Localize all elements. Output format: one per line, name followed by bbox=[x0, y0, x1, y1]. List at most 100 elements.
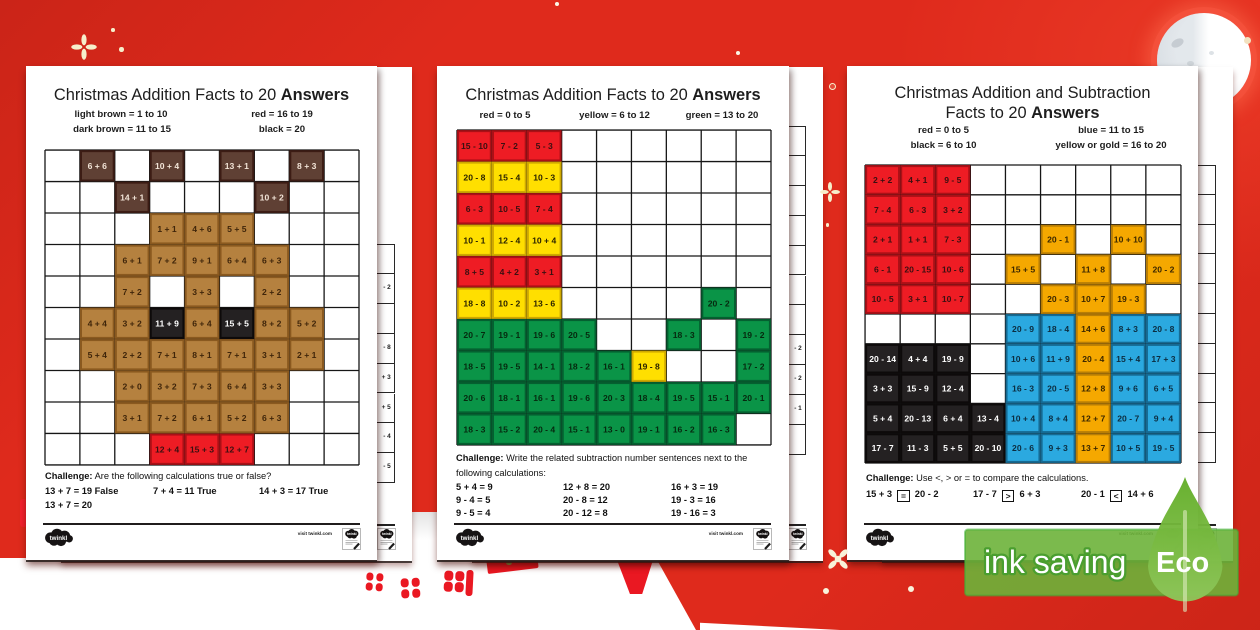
svg-text:6 + 4: 6 + 4 bbox=[227, 382, 247, 392]
svg-text:7 + 2: 7 + 2 bbox=[123, 287, 143, 297]
svg-text:9 + 3: 9 + 3 bbox=[1048, 443, 1068, 453]
svg-text:20 - 4: 20 - 4 bbox=[533, 424, 555, 434]
svg-text:16 - 3: 16 - 3 bbox=[707, 424, 729, 434]
svg-text:20 - 7: 20 - 7 bbox=[463, 330, 485, 340]
svg-text:14 - 1: 14 - 1 bbox=[533, 361, 555, 371]
svg-text:9 + 1: 9 + 1 bbox=[193, 256, 213, 266]
svg-text:15 - 2: 15 - 2 bbox=[498, 424, 520, 434]
svg-text:Eco: Eco bbox=[1156, 547, 1209, 579]
svg-text:12 + 7: 12 + 7 bbox=[225, 445, 249, 455]
svg-text:5 + 5: 5 + 5 bbox=[227, 224, 247, 234]
svg-text:15 + 5: 15 + 5 bbox=[225, 319, 249, 329]
svg-text:18 - 4: 18 - 4 bbox=[637, 393, 659, 403]
svg-text:6 + 6: 6 + 6 bbox=[88, 161, 108, 171]
svg-text:11 + 9: 11 + 9 bbox=[1046, 353, 1070, 363]
svg-text:12 - 4: 12 - 4 bbox=[942, 383, 964, 393]
svg-text:7 - 3: 7 - 3 bbox=[944, 234, 961, 244]
svg-text:20 - 8: 20 - 8 bbox=[1152, 324, 1174, 334]
svg-text:19 - 6: 19 - 6 bbox=[533, 330, 555, 340]
svg-text:10 + 4: 10 + 4 bbox=[532, 235, 556, 245]
svg-text:12 + 4: 12 + 4 bbox=[155, 445, 179, 455]
svg-text:20 - 7: 20 - 7 bbox=[1117, 413, 1139, 423]
svg-text:6 - 3: 6 - 3 bbox=[909, 204, 926, 214]
svg-text:3 + 2: 3 + 2 bbox=[943, 204, 963, 214]
svg-text:9 - 5: 9 - 5 bbox=[944, 175, 961, 185]
svg-text:3 + 1: 3 + 1 bbox=[123, 413, 143, 423]
svg-text:14 + 6: 14 + 6 bbox=[1081, 324, 1105, 334]
svg-text:18 - 3: 18 - 3 bbox=[672, 330, 694, 340]
svg-text:1 + 1: 1 + 1 bbox=[908, 234, 928, 244]
svg-text:8 + 2: 8 + 2 bbox=[262, 319, 282, 329]
svg-text:6 + 1: 6 + 1 bbox=[123, 256, 143, 266]
svg-text:10 + 10: 10 + 10 bbox=[1114, 234, 1143, 244]
svg-text:8 + 4: 8 + 4 bbox=[1048, 413, 1068, 423]
svg-text:twinkl: twinkl bbox=[793, 532, 803, 536]
svg-text:20 - 3: 20 - 3 bbox=[602, 393, 624, 403]
svg-text:2 + 2: 2 + 2 bbox=[873, 175, 893, 185]
svg-text:twinkl: twinkl bbox=[50, 535, 68, 542]
svg-text:7 - 4: 7 - 4 bbox=[535, 204, 552, 214]
svg-text:10 - 5: 10 - 5 bbox=[872, 294, 894, 304]
svg-text:20 - 5: 20 - 5 bbox=[568, 330, 590, 340]
svg-text:18 - 4: 18 - 4 bbox=[1047, 324, 1069, 334]
svg-text:3 + 1: 3 + 1 bbox=[534, 267, 554, 277]
svg-text:5 + 5: 5 + 5 bbox=[943, 443, 963, 453]
svg-text:16 - 1: 16 - 1 bbox=[602, 361, 624, 371]
svg-text:2 + 2: 2 + 2 bbox=[123, 350, 143, 360]
svg-text:16 - 3: 16 - 3 bbox=[1012, 383, 1034, 393]
svg-text:7 + 2: 7 + 2 bbox=[158, 413, 178, 423]
svg-text:twinkl: twinkl bbox=[461, 535, 479, 542]
svg-text:twinkl: twinkl bbox=[757, 532, 767, 536]
svg-text:10 - 5: 10 - 5 bbox=[498, 204, 520, 214]
svg-text:19 - 1: 19 - 1 bbox=[637, 424, 659, 434]
svg-text:18 - 3: 18 - 3 bbox=[463, 424, 485, 434]
svg-text:twinkl: twinkl bbox=[871, 535, 889, 542]
svg-text:5 + 2: 5 + 2 bbox=[227, 413, 247, 423]
svg-text:7 - 4: 7 - 4 bbox=[874, 204, 891, 214]
svg-text:20 - 5: 20 - 5 bbox=[1047, 383, 1069, 393]
svg-text:4 + 4: 4 + 4 bbox=[88, 319, 108, 329]
svg-text:10 - 3: 10 - 3 bbox=[533, 172, 555, 182]
svg-text:15 - 1: 15 - 1 bbox=[568, 424, 590, 434]
svg-text:3 + 3: 3 + 3 bbox=[262, 382, 282, 392]
svg-text:6 + 1: 6 + 1 bbox=[193, 413, 213, 423]
svg-text:20 - 10: 20 - 10 bbox=[975, 443, 1002, 453]
svg-text:7 + 1: 7 + 1 bbox=[227, 350, 247, 360]
svg-text:17 - 2: 17 - 2 bbox=[742, 361, 764, 371]
svg-text:20 - 6: 20 - 6 bbox=[1012, 443, 1034, 453]
svg-text:12 - 4: 12 - 4 bbox=[498, 235, 520, 245]
svg-text:2 + 1: 2 + 1 bbox=[297, 350, 317, 360]
svg-text:20 - 8: 20 - 8 bbox=[463, 172, 485, 182]
svg-text:5 - 3: 5 - 3 bbox=[535, 141, 552, 151]
svg-text:4 + 4: 4 + 4 bbox=[908, 353, 928, 363]
svg-text:9 + 4: 9 + 4 bbox=[1154, 413, 1174, 423]
svg-text:20 - 9: 20 - 9 bbox=[1012, 324, 1034, 334]
svg-text:2 + 2: 2 + 2 bbox=[262, 287, 282, 297]
svg-text:11 + 8: 11 + 8 bbox=[1081, 264, 1105, 274]
svg-text:8 + 5: 8 + 5 bbox=[464, 267, 484, 277]
svg-text:15 - 4: 15 - 4 bbox=[498, 172, 520, 182]
svg-text:16 - 1: 16 - 1 bbox=[533, 393, 555, 403]
svg-text:19 - 2: 19 - 2 bbox=[742, 330, 764, 340]
svg-text:10 - 1: 10 - 1 bbox=[463, 235, 485, 245]
svg-text:12 + 8: 12 + 8 bbox=[1081, 383, 1105, 393]
svg-text:20 - 3: 20 - 3 bbox=[1047, 294, 1069, 304]
svg-text:6 - 1: 6 - 1 bbox=[874, 264, 891, 274]
svg-text:8 + 3: 8 + 3 bbox=[1119, 324, 1139, 334]
svg-text:15 - 10: 15 - 10 bbox=[461, 141, 488, 151]
svg-text:15 + 5: 15 + 5 bbox=[1011, 264, 1035, 274]
svg-text:2 + 0: 2 + 0 bbox=[123, 382, 143, 392]
svg-text:6 + 4: 6 + 4 bbox=[193, 319, 213, 329]
svg-text:11 - 3: 11 - 3 bbox=[907, 443, 929, 453]
svg-text:20 - 4: 20 - 4 bbox=[1082, 353, 1104, 363]
svg-text:10 + 6: 10 + 6 bbox=[1011, 353, 1035, 363]
svg-text:20 - 1: 20 - 1 bbox=[1047, 234, 1069, 244]
svg-text:4 + 1: 4 + 1 bbox=[908, 175, 928, 185]
svg-text:7 + 1: 7 + 1 bbox=[158, 350, 178, 360]
svg-text:3 + 3: 3 + 3 bbox=[873, 383, 893, 393]
svg-text:10 + 4: 10 + 4 bbox=[1011, 413, 1035, 423]
svg-text:7 + 2: 7 + 2 bbox=[158, 256, 178, 266]
svg-text:6 + 4: 6 + 4 bbox=[943, 413, 963, 423]
svg-text:10 + 4: 10 + 4 bbox=[155, 161, 179, 171]
svg-text:20 - 2: 20 - 2 bbox=[1152, 264, 1174, 274]
